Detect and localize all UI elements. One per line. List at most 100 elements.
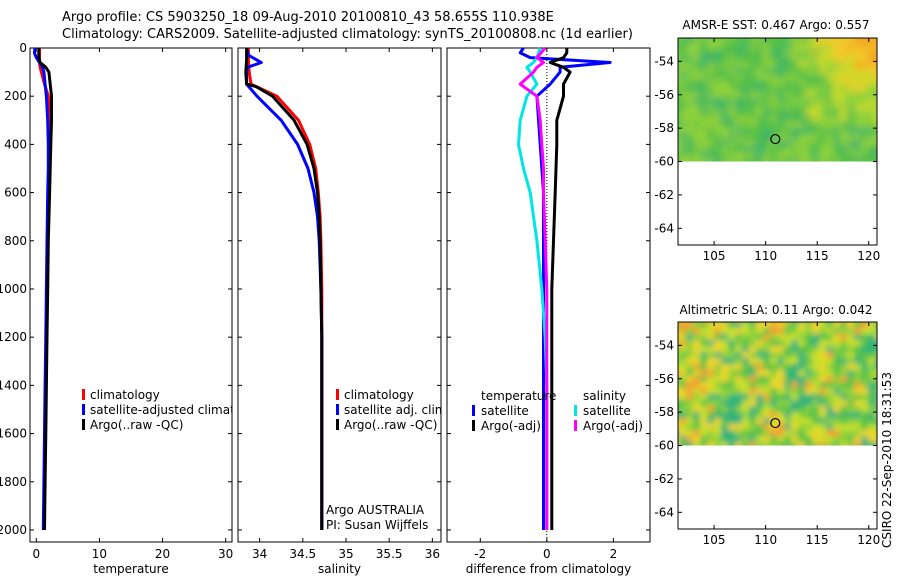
field-cell [798, 158, 806, 162]
field-cell [875, 62, 877, 69]
field-cell [749, 62, 757, 69]
field-cell [742, 406, 750, 413]
plot-frame [29, 47, 233, 543]
field-cell [798, 92, 806, 99]
field-cell [791, 140, 799, 147]
field-cell [812, 424, 820, 431]
field-cell [847, 346, 855, 353]
field-cell [861, 382, 869, 389]
field-cell [735, 146, 743, 153]
field-cell [819, 158, 827, 162]
field-cell [812, 122, 820, 129]
field-cell [693, 50, 701, 57]
field-cell [756, 400, 764, 407]
field-cell [707, 394, 715, 401]
field-cell [854, 334, 862, 341]
field-cell [840, 98, 848, 105]
field-cell [826, 334, 834, 341]
field-cell [770, 134, 778, 141]
field-cell [875, 328, 877, 335]
field-cell [714, 146, 722, 153]
field-cell [833, 74, 841, 81]
field-cell [868, 382, 876, 389]
field-cell [756, 116, 764, 123]
field-cell [805, 56, 813, 63]
field-cell [875, 104, 877, 111]
field-cell [700, 406, 708, 413]
field-cell [812, 86, 820, 93]
field-cell [882, 32, 890, 39]
field-cell [833, 134, 841, 141]
field-cell [868, 62, 876, 69]
legend-label: climatology [344, 388, 414, 402]
field-cell [763, 328, 771, 335]
field-cell [763, 80, 771, 87]
field-cell [875, 412, 877, 419]
field-cell [875, 340, 877, 347]
field-cell [700, 418, 708, 425]
x-tick-label: 35.5 [376, 547, 403, 561]
legend-swatch [336, 419, 339, 430]
field-cell [833, 86, 841, 93]
field-cell [735, 68, 743, 75]
field-cell [749, 152, 757, 159]
field-cell [770, 128, 778, 135]
field-cell [714, 412, 722, 419]
field-cell [777, 152, 785, 159]
y-tick-label: 1200 [0, 330, 27, 344]
field-cell [777, 394, 785, 401]
field-cell [735, 134, 743, 141]
field-cell [791, 50, 799, 57]
field-cell [728, 152, 736, 159]
field-cell [770, 394, 778, 401]
field-cell [798, 98, 806, 105]
field-cell [763, 92, 771, 99]
field-cell [721, 116, 729, 123]
field-cell [868, 388, 876, 395]
field-cell [686, 74, 694, 81]
field-cell [826, 104, 834, 111]
field-cell [805, 74, 813, 81]
field-cell [847, 140, 855, 147]
field-cell [763, 364, 771, 371]
field-cell [749, 322, 757, 329]
field-cell [770, 388, 778, 395]
field-cell [791, 442, 799, 446]
field-cell [784, 116, 792, 123]
field-cell [875, 80, 877, 87]
field-cell [812, 44, 820, 51]
field-cell [721, 104, 729, 111]
field-cell [847, 424, 855, 431]
field-cell [721, 346, 729, 353]
field-cell [707, 334, 715, 341]
field-cell [840, 86, 848, 93]
field-cell [728, 424, 736, 431]
field-cell [735, 364, 743, 371]
field-cell [728, 400, 736, 407]
field-cell [693, 146, 701, 153]
field-cell [868, 74, 876, 81]
field-cell [700, 430, 708, 437]
field-cell [882, 340, 890, 347]
field-cell [798, 346, 806, 353]
field-cell [861, 50, 869, 57]
field-cell [868, 116, 876, 123]
field-cell [798, 56, 806, 63]
field-cell [861, 44, 869, 51]
field-cell [826, 110, 834, 117]
field-cell [847, 406, 855, 413]
field-cell [700, 340, 708, 347]
field-cell [840, 370, 848, 377]
field-cell [728, 98, 736, 105]
field-cell [784, 376, 792, 383]
field-cell [784, 436, 792, 443]
field-cell [686, 358, 694, 365]
field-cell [812, 68, 820, 75]
field-cell [735, 86, 743, 93]
field-cell [714, 50, 722, 57]
field-cell [833, 388, 841, 395]
annotation: PI: Susan Wijffels [326, 518, 428, 532]
field-cell [819, 346, 827, 353]
field-cell [679, 400, 687, 407]
field-cell [833, 382, 841, 389]
